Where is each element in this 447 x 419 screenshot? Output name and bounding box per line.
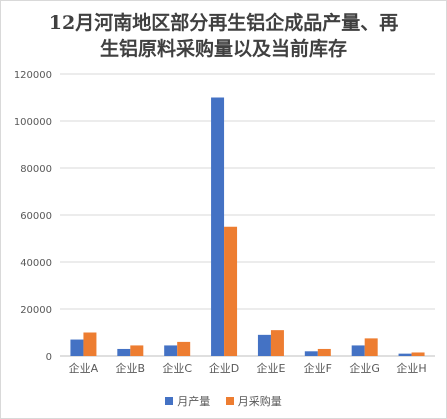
bar-monthly-output bbox=[398, 353, 412, 356]
y-tick-label: 120000 bbox=[14, 70, 52, 81]
y-tick-label: 60000 bbox=[20, 211, 52, 222]
bar-monthly-purchase bbox=[270, 330, 284, 356]
y-tick-label: 0 bbox=[46, 352, 52, 363]
x-tick-label: 企业E bbox=[256, 361, 285, 375]
bar-monthly-output bbox=[351, 345, 365, 356]
x-tick-label: 企业D bbox=[209, 361, 239, 375]
bar-monthly-purchase bbox=[177, 341, 191, 356]
bar-monthly-output bbox=[257, 334, 271, 356]
bar-monthly-output bbox=[164, 345, 178, 356]
bar-monthly-purchase bbox=[364, 338, 378, 356]
bar-monthly-output bbox=[117, 348, 131, 356]
bar-monthly-purchase bbox=[224, 226, 238, 356]
x-tick-label: 企业H bbox=[396, 361, 426, 375]
legend-label-monthly-output: 月产量 bbox=[177, 395, 211, 408]
legend-swatch-monthly-purchase bbox=[225, 397, 234, 405]
legend-item-monthly-purchase: 月采购量 bbox=[225, 393, 282, 409]
y-tick-label: 80000 bbox=[20, 164, 52, 175]
legend-swatch-monthly-output bbox=[165, 397, 174, 405]
y-tick-label: 40000 bbox=[20, 258, 52, 269]
bar-monthly-output bbox=[70, 339, 84, 356]
x-tick-label: 企业B bbox=[116, 361, 146, 375]
bar-monthly-purchase bbox=[130, 345, 144, 356]
bar-monthly-output bbox=[211, 97, 225, 356]
y-tick-label: 100000 bbox=[14, 117, 52, 128]
bar-monthly-output bbox=[304, 351, 318, 356]
legend-label-monthly-purchase: 月采购量 bbox=[237, 395, 282, 408]
bar-monthly-purchase bbox=[411, 352, 425, 356]
x-tick-label: 企业A bbox=[69, 361, 99, 375]
x-tick-label: 企业G bbox=[349, 361, 380, 375]
chart-title-line-2: 生铝原料采购量以及当前库存 bbox=[99, 38, 347, 60]
chart-title: 12月河南地区部分再生铝企成品产量、再 生铝原料采购量以及当前库存 bbox=[0, 10, 447, 62]
legend-item-monthly-output: 月产量 bbox=[165, 393, 210, 409]
x-tick-label: 企业C bbox=[162, 361, 192, 375]
x-tick-label: 企业F bbox=[304, 361, 332, 375]
y-tick-label: 20000 bbox=[20, 305, 52, 316]
bar-monthly-purchase bbox=[317, 348, 331, 356]
bar-monthly-purchase bbox=[83, 332, 97, 356]
legend: 月产量 月采购量 bbox=[0, 393, 447, 409]
chart-title-line-1: 12月河南地区部分再生铝企成品产量、再 bbox=[48, 12, 399, 34]
